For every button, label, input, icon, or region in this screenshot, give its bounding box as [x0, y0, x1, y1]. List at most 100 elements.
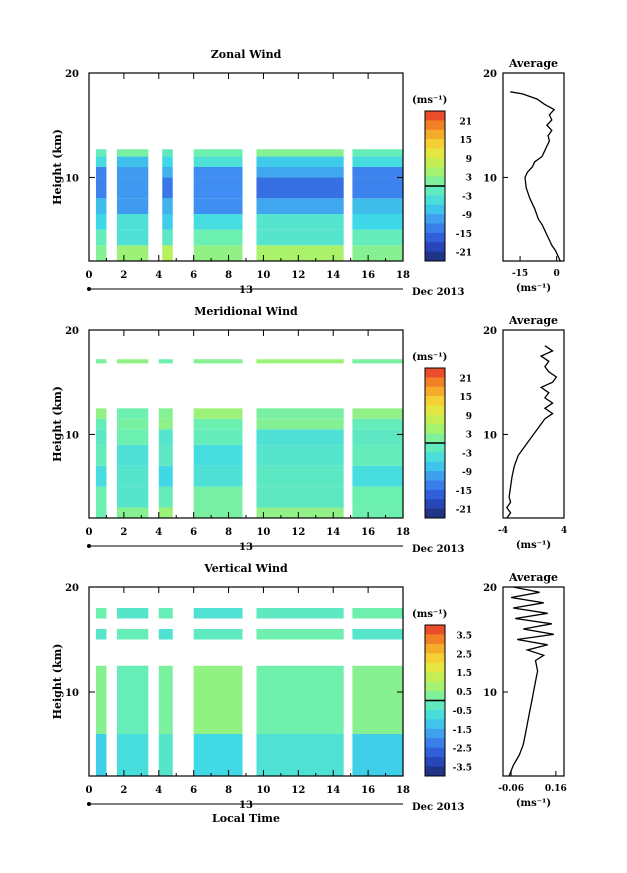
heatmap-cell	[256, 245, 344, 261]
y-tick-label: 10	[65, 173, 79, 184]
heatmap-cell	[352, 429, 403, 445]
heatmap-cell	[256, 177, 344, 199]
colorbar-bin	[425, 471, 445, 481]
x-tick-label: 14	[326, 785, 340, 796]
heatmap-cell	[352, 177, 403, 199]
colorbar-tick-label: -3	[462, 449, 472, 459]
colorbar-bin	[425, 139, 445, 149]
heatmap-cell	[352, 465, 403, 487]
colorbar-bin	[425, 452, 445, 463]
heatmap-cell	[158, 486, 173, 508]
heatmap-cell	[95, 444, 107, 466]
profile-frame	[502, 586, 565, 777]
heatmap-cell	[256, 429, 344, 445]
heatmap-cell	[116, 665, 149, 734]
heatmap-cell	[116, 149, 149, 157]
date-label: Dec 2013	[412, 287, 464, 298]
panel-title: Vertical Wind	[203, 562, 288, 575]
heatmap-cell	[256, 629, 344, 640]
x-tick-label: 8	[225, 270, 232, 281]
profile-x-tick-label: 0	[554, 269, 560, 279]
heatmap-cell	[193, 418, 243, 430]
colorbar-bin	[425, 766, 445, 777]
heatmap-cell	[158, 465, 173, 487]
heatmap-cell	[256, 198, 344, 214]
profile-x-tick-label: -0.06	[498, 784, 524, 794]
heatmap-cell	[162, 198, 173, 214]
x-tick-label: 0	[86, 785, 93, 796]
x-tick-label: 14	[326, 270, 340, 281]
heatmap-cell	[352, 665, 403, 734]
heatmap-cell	[352, 214, 403, 230]
heatmap-cell	[352, 359, 403, 364]
colorbar-bin	[425, 433, 445, 444]
heatmap-cell	[116, 444, 149, 466]
heatmap-cell	[95, 229, 107, 246]
heatmap-cell	[95, 608, 107, 619]
day-line-start	[87, 287, 91, 291]
colorbar-tick-label: 3	[466, 174, 472, 184]
heatmap-cell	[352, 245, 403, 261]
heatmap-cell	[95, 665, 107, 734]
x-tick-label: 4	[155, 785, 162, 796]
colorbar-tick-label: 3.5	[456, 631, 472, 641]
heatmap-cell	[95, 629, 107, 640]
heatmap-cell	[256, 156, 344, 167]
colorbar-bin	[425, 396, 445, 406]
heatmap-cell	[162, 167, 173, 178]
colorbar-bin	[425, 223, 445, 234]
y-tick-label: 10	[65, 688, 79, 699]
heatmap-cell	[193, 608, 243, 619]
colorbar-bin	[425, 643, 445, 654]
heatmap-cell	[116, 429, 149, 445]
colorbar-bin	[425, 405, 445, 416]
date-label: Dec 2013	[412, 802, 464, 813]
colorbar-bin	[425, 719, 445, 730]
y-tick-label: 10	[65, 430, 79, 441]
x-tick-label: 10	[256, 785, 270, 796]
colorbar-bin	[425, 232, 445, 243]
y-tick-label: 20	[65, 326, 79, 337]
colorbar-bin	[425, 757, 445, 768]
heatmap-cell	[95, 177, 107, 199]
heatmap-cell	[158, 359, 173, 364]
heatmap-cell	[352, 629, 403, 640]
heatmap-cell	[193, 198, 243, 214]
heatmap-cell	[162, 149, 173, 157]
x-axis-label: Local Time	[212, 812, 280, 825]
colorbar-tick-label: 21	[459, 374, 472, 384]
colorbar-unit: (ms⁻¹)	[412, 609, 447, 620]
x-tick-label: 12	[291, 270, 305, 281]
x-tick-label: 4	[155, 527, 162, 538]
day-line-start	[87, 802, 91, 806]
heatmap-cell	[352, 418, 403, 430]
heatmap-cell	[352, 408, 403, 419]
profile-y-tick-label: 10	[483, 173, 497, 184]
colorbar-bin	[425, 157, 445, 168]
heatmap-cell	[162, 245, 173, 261]
colorbar-bin	[425, 242, 445, 253]
x-tick-label: 10	[256, 527, 270, 538]
heatmap-cell	[256, 465, 344, 487]
profile-frame	[502, 72, 565, 262]
colorbar-tick-label: -21	[456, 249, 472, 259]
colorbar-tick-label: -15	[456, 230, 472, 240]
heatmap-cell	[193, 359, 243, 364]
colorbar-tick-label: -15	[456, 487, 472, 497]
heatmap-cell	[256, 444, 344, 466]
heatmap-cell	[162, 177, 173, 199]
date-label: Dec 2013	[412, 544, 464, 555]
colorbar-tick-label: -9	[462, 468, 472, 478]
day-label: 13	[239, 542, 253, 553]
colorbar-bin	[425, 251, 445, 262]
day-label: 13	[239, 285, 253, 296]
profile-line	[508, 586, 554, 777]
y-axis-label: Height (km)	[51, 644, 64, 720]
profile-y-tick-label: 20	[483, 583, 497, 594]
colorbar-bin	[425, 738, 445, 749]
colorbar-tick-label: -3	[462, 192, 472, 202]
heatmap-cell	[193, 408, 243, 419]
heatmap-cell	[193, 156, 243, 167]
